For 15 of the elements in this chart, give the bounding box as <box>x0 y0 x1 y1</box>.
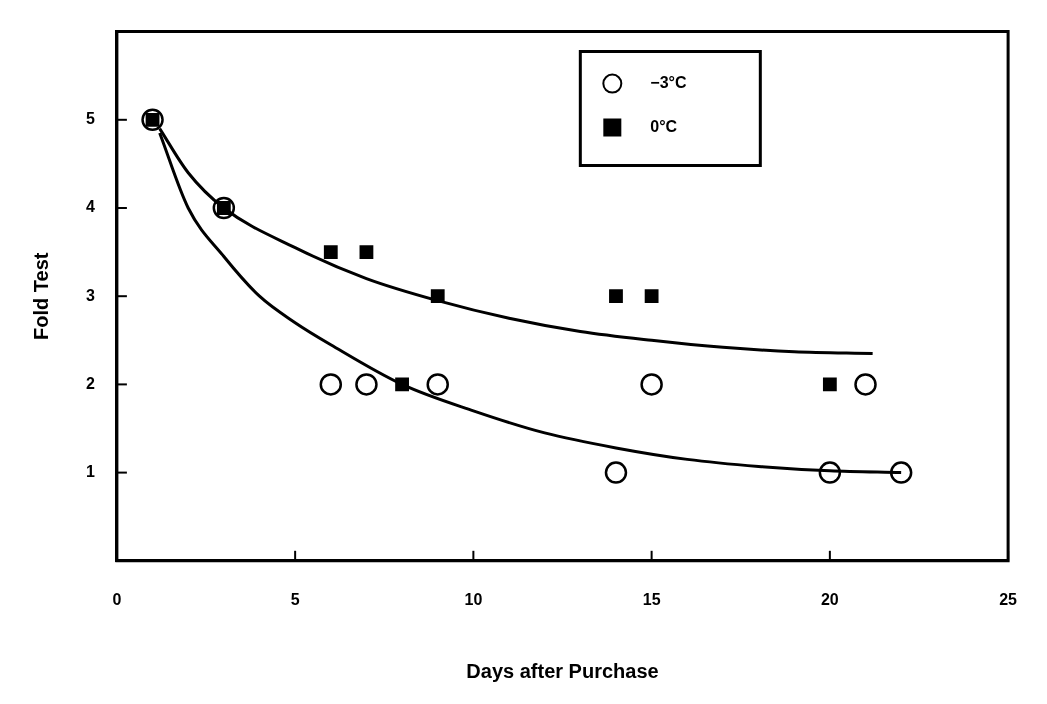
x-tick-label: 0 <box>112 590 122 608</box>
x-tick-label: 10 <box>464 590 483 608</box>
y-tick-label: 3 <box>85 286 95 304</box>
x-tick-label: 15 <box>642 590 661 608</box>
y-tick-label: 2 <box>85 374 95 392</box>
y-axis-title: Fold Test <box>29 252 52 340</box>
x-tick-label: 25 <box>999 590 1018 608</box>
y-tick-label: 1 <box>85 463 95 481</box>
x-axis-title: Days after Purchase <box>466 659 659 682</box>
legend-label: 0°C <box>650 118 678 136</box>
y-tick-label: 5 <box>85 110 95 128</box>
x-tick-label: 5 <box>290 590 300 608</box>
x-tick-label: 20 <box>820 590 839 608</box>
legend-label: −3°C <box>650 74 687 92</box>
y-tick-label: 4 <box>85 198 95 216</box>
